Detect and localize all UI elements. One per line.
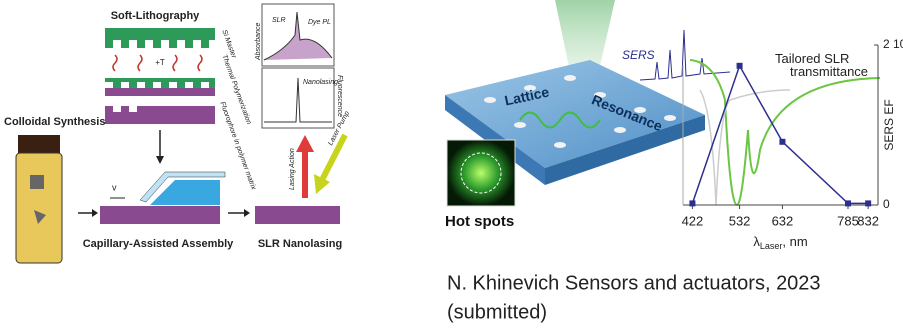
y-tick-label: 2 10⁹ — [883, 37, 903, 51]
label: Nanolasing — [303, 79, 338, 86]
x-tick-label: 422 — [682, 213, 704, 228]
plot-frame — [262, 68, 334, 128]
label: Dye PL — [308, 19, 331, 26]
replica — [105, 106, 215, 124]
arrow — [92, 209, 98, 217]
data-point — [737, 63, 743, 69]
label: v — [112, 182, 117, 192]
caption-line: (submitted) — [447, 301, 547, 323]
label: Lasing Action — [289, 148, 296, 190]
si-master — [105, 28, 215, 48]
x-axis-label: λLaser, nm — [753, 234, 807, 251]
vial — [16, 153, 62, 263]
page: Soft-Lithography +T Si Master Thermal Po… — [0, 0, 903, 328]
x-tick-label: 632 — [772, 213, 794, 228]
right-figure: Lattice Resonance SERS Hot spots Tailore… — [445, 0, 880, 230]
figure: Soft-Lithography +T Si Master Thermal Po… — [0, 0, 903, 328]
arrow — [156, 156, 164, 164]
label: SERS — [622, 48, 655, 62]
data-point — [779, 139, 785, 145]
x-tick-label: 532 — [729, 213, 751, 228]
label: Fluorescence — [336, 75, 343, 117]
label: Colloidal Synthesis — [4, 116, 105, 128]
label: Soft-Lithography — [111, 10, 200, 22]
template — [255, 206, 340, 224]
left-figure: Soft-Lithography +T Si Master Thermal Po… — [4, 4, 351, 263]
label: SLR Nanolasing — [258, 238, 342, 250]
particle — [30, 175, 44, 189]
template — [100, 206, 220, 224]
transmittance-curve — [700, 90, 790, 205]
label: Hot spots — [445, 213, 514, 230]
vial-cap — [18, 135, 60, 153]
x-tick-label: 785 — [837, 213, 859, 228]
data-point — [865, 200, 871, 206]
hot-spot-inset — [447, 140, 515, 206]
label: SLR — [272, 17, 286, 24]
mold — [105, 78, 215, 88]
transmittance-curve — [690, 60, 880, 205]
label: Fluorophore in polymer matrix — [218, 101, 257, 191]
x-axis-label-part: Laser — [760, 241, 783, 251]
x-axis-label-part: , nm — [782, 234, 807, 249]
label: +T — [155, 58, 165, 67]
series-line — [692, 66, 868, 204]
arrow — [296, 135, 314, 152]
arrow — [244, 209, 250, 217]
data-point — [689, 200, 695, 206]
label: Absorbance — [255, 23, 262, 61]
polymer-layer — [105, 88, 215, 96]
data-point — [845, 200, 851, 206]
y-axis-label: SERS EF — [882, 99, 896, 150]
label: Capillary-Assisted Assembly — [83, 238, 234, 250]
x-tick-label: 832 — [857, 213, 879, 228]
caption-line: N. Khinevich Sensors and actuators, 2023 — [447, 272, 821, 294]
y-tick-label: 0 — [883, 197, 890, 211]
